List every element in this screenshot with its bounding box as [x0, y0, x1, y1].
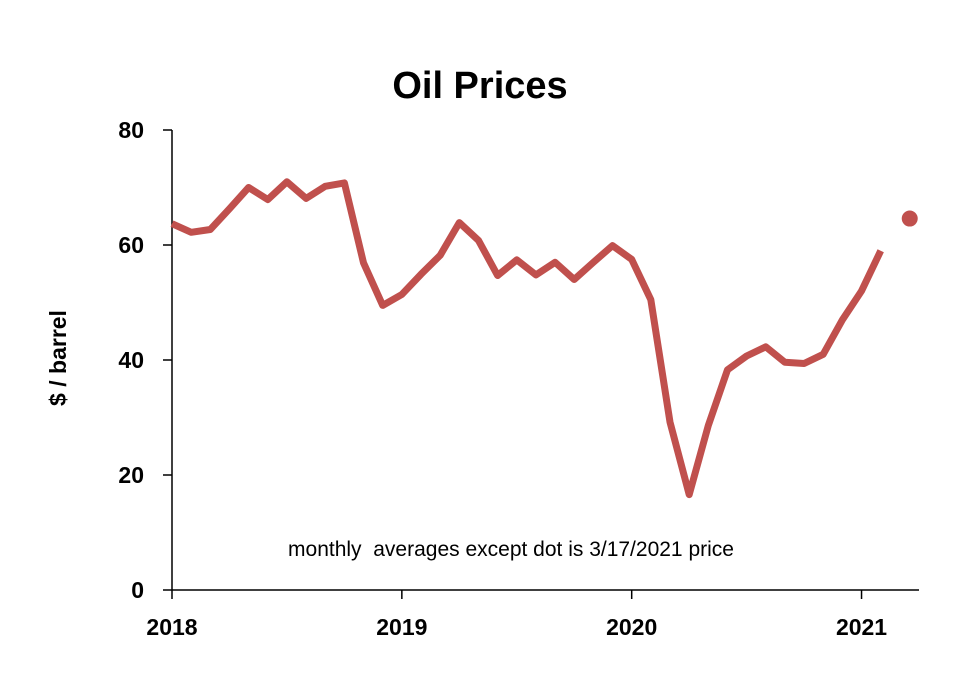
- price-dot-2021-03-17: [901, 210, 918, 227]
- y-tick-label: 60: [118, 232, 144, 258]
- y-tick-label: 80: [118, 117, 144, 143]
- chart-title: Oil Prices: [392, 65, 567, 107]
- y-tick-label: 40: [118, 347, 144, 373]
- y-tick-label: 20: [118, 462, 144, 488]
- x-axis-ticks: 2018 2019 2020 2021: [146, 590, 887, 640]
- chart-annotation: monthly averages except dot is 3/17/2021…: [288, 538, 734, 561]
- x-tick-label: 2021: [836, 614, 887, 640]
- x-tick-label: 2018: [146, 614, 197, 640]
- x-tick-label: 2019: [376, 614, 427, 640]
- y-axis-label: $ / barrel: [45, 310, 71, 406]
- series-line-oil-price: [170, 178, 884, 499]
- x-tick-label: 2020: [606, 614, 657, 640]
- y-tick-label: 0: [131, 577, 144, 603]
- y-axis-ticks: 0 20 40 60 80: [118, 117, 172, 603]
- series-group: [170, 178, 918, 499]
